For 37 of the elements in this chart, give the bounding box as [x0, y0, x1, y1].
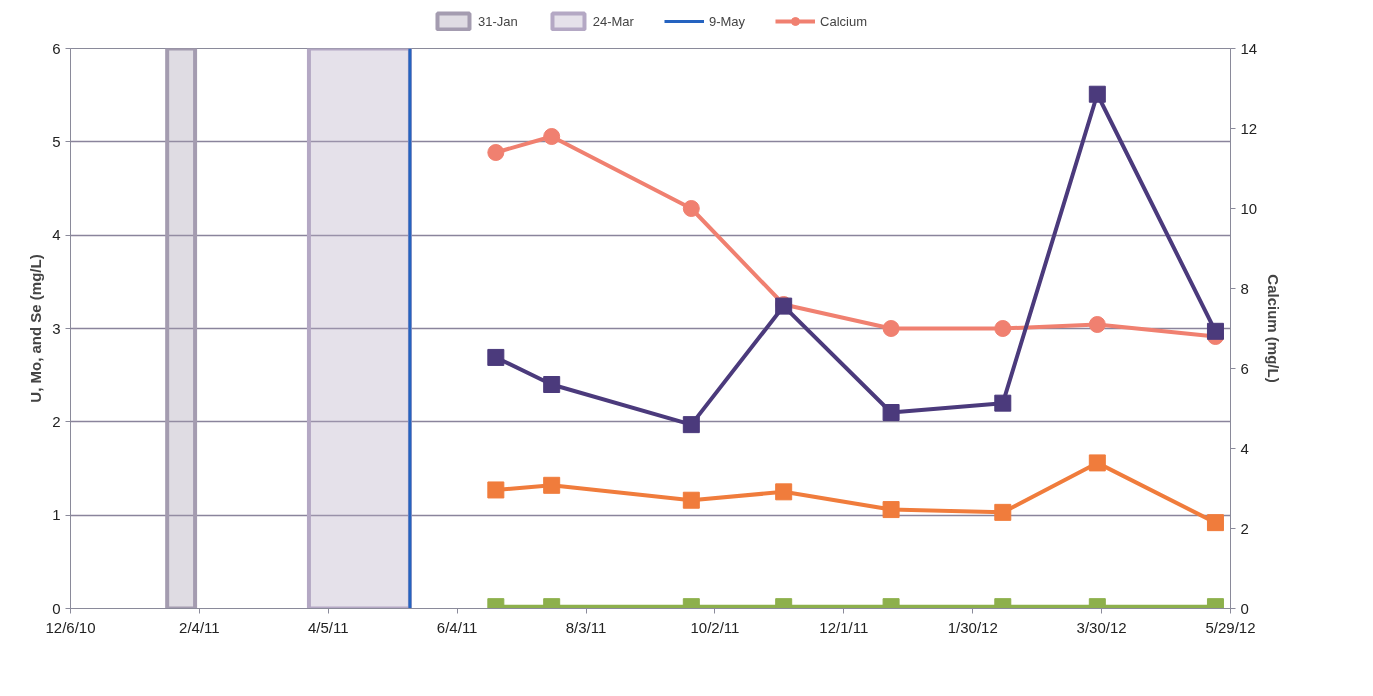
- y2-tick-label: 4: [1240, 439, 1249, 457]
- point: [487, 144, 505, 161]
- legend-label: Calcium: [820, 13, 868, 29]
- point: [994, 320, 1012, 337]
- x-tick-label: 4/5/11: [307, 618, 349, 636]
- legend-label: 9-May: [708, 13, 746, 29]
- legend-label: 24-Mar: [592, 13, 634, 29]
- x-tick-label: 6/4/11: [436, 618, 478, 636]
- y2-tick-label: 0: [1240, 599, 1249, 617]
- y-tick-label: 5: [52, 132, 61, 150]
- y-axis-title: U, Mo, and Se (mg/L): [27, 254, 45, 403]
- point: [682, 200, 700, 217]
- y-tick-label: 1: [52, 506, 61, 524]
- y-tick-label: 4: [52, 226, 61, 244]
- x-tick-label: 1/30/12: [947, 618, 998, 636]
- y2-axis-title: Calcium (mg/L): [1265, 274, 1283, 383]
- x-tick-label: 2/4/11: [179, 618, 220, 636]
- y-tick-label: 2: [52, 412, 61, 430]
- x-tick-label: 5/29/12: [1205, 618, 1256, 636]
- y-tick-label: 0: [52, 599, 61, 617]
- y-tick-label: 6: [52, 39, 61, 57]
- point: [1088, 316, 1106, 333]
- x-tick-label: 12/1/11: [819, 618, 869, 636]
- x-tick-label: 10/2/11: [690, 618, 740, 636]
- y2-tick-label: 10: [1240, 199, 1258, 217]
- y2-tick-label: 12: [1240, 119, 1258, 137]
- y2-tick-label: 14: [1240, 39, 1258, 57]
- legend-label: 31-Jan: [477, 13, 518, 29]
- point: [543, 128, 561, 145]
- y-tick-label: 3: [52, 319, 61, 337]
- y2-tick-label: 6: [1240, 359, 1249, 377]
- x-tick-label: 3/30/12: [1076, 618, 1127, 636]
- point: [882, 320, 900, 337]
- x-tick-label: 8/3/11: [565, 618, 607, 636]
- y2-tick-label: 8: [1240, 279, 1249, 297]
- x-tick-label: 12/6/10: [45, 618, 96, 636]
- y2-tick-label: 2: [1240, 519, 1249, 537]
